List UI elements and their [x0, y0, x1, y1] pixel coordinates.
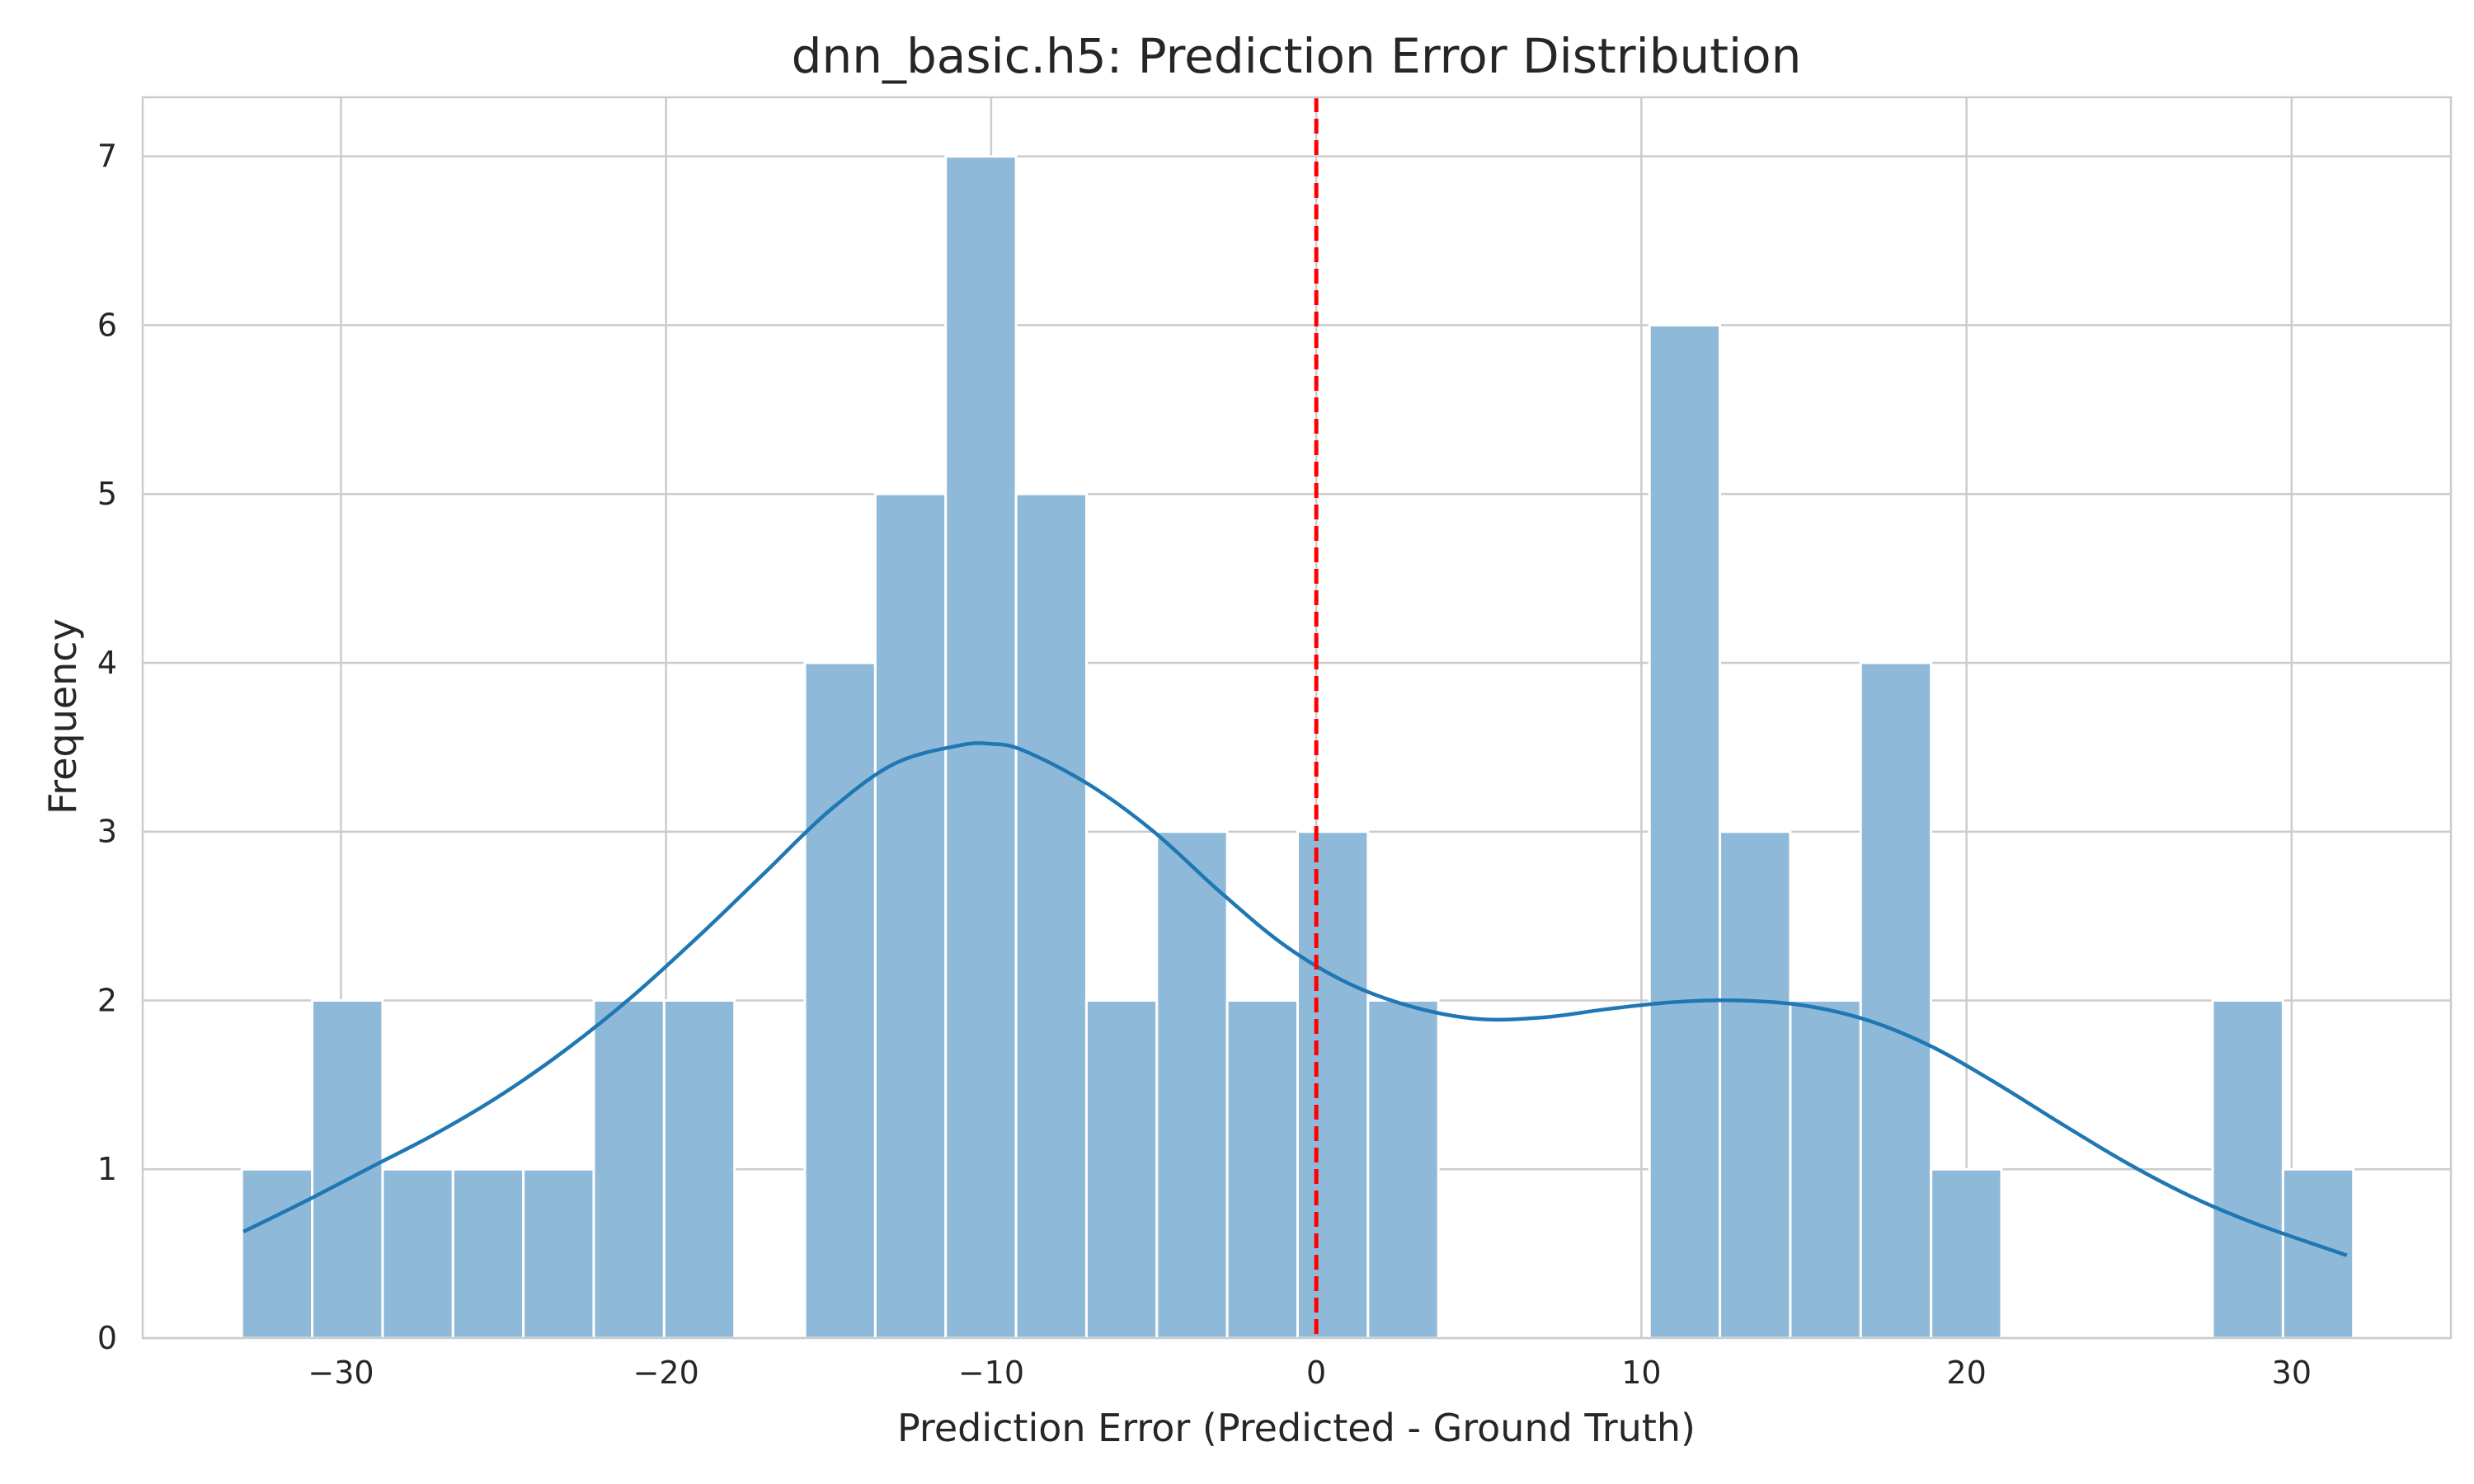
histogram-bar: [311, 998, 384, 1340]
histogram-bar: [1296, 830, 1370, 1340]
histogram-bar: [1930, 1167, 2003, 1340]
y-tick-label: 0: [97, 1320, 117, 1356]
y-tick-label: 1: [97, 1151, 117, 1187]
histogram-bar: [1859, 661, 1933, 1340]
grid: [143, 97, 2451, 1340]
y-tick-label: 4: [97, 645, 117, 681]
y-axis-ticks: 0 1 2 3 4 5 6 7: [97, 139, 117, 1356]
y-tick-label: 5: [97, 476, 117, 512]
y-tick-label: 3: [97, 814, 117, 850]
x-tick-label: 30: [2272, 1355, 2312, 1391]
histogram-bar: [592, 998, 666, 1340]
y-axis-label: Frequency: [40, 618, 85, 815]
y-tick-label: 6: [97, 307, 117, 343]
x-tick-label: −20: [633, 1355, 699, 1391]
histogram-bar: [1225, 998, 1299, 1340]
x-tick-label: 10: [1621, 1355, 1661, 1391]
x-tick-label: 0: [1306, 1355, 1326, 1391]
histogram-bar: [381, 1167, 454, 1340]
x-tick-label: −30: [308, 1355, 374, 1391]
histogram-bar: [803, 661, 877, 1340]
histogram-bar: [522, 1167, 595, 1340]
histogram-bar: [1648, 323, 1722, 1340]
chart-title: dnn_basic.h5: Prediction Error Distribut…: [792, 28, 1802, 84]
y-tick-label: 7: [97, 139, 117, 175]
x-axis-ticks: −30 −20 −10 0 10 20 30: [308, 1355, 2312, 1391]
histogram-bar: [1366, 998, 1440, 1340]
histogram-bar: [1014, 492, 1088, 1340]
histogram-bar: [2211, 998, 2284, 1340]
kde-curve-group: [242, 741, 2348, 1257]
histogram-bar: [1155, 830, 1229, 1340]
x-tick-label: −10: [958, 1355, 1024, 1391]
y-tick-label: 2: [97, 982, 117, 1018]
histogram-bar: [1084, 998, 1159, 1340]
histogram-bars: [240, 155, 2355, 1340]
x-axis-label: Prediction Error (Predicted - Ground Tru…: [897, 1406, 1696, 1450]
histogram-bar: [451, 1167, 525, 1340]
histogram-bar: [240, 1167, 314, 1340]
histogram-bar: [662, 998, 736, 1340]
plot-frame: [141, 96, 2453, 1340]
histogram-bar: [1789, 998, 1862, 1340]
x-tick-label: 20: [1946, 1355, 1986, 1391]
kde-curve: [242, 741, 2348, 1257]
histogram-bar: [1719, 830, 1792, 1340]
histogram-bar: [873, 492, 948, 1340]
